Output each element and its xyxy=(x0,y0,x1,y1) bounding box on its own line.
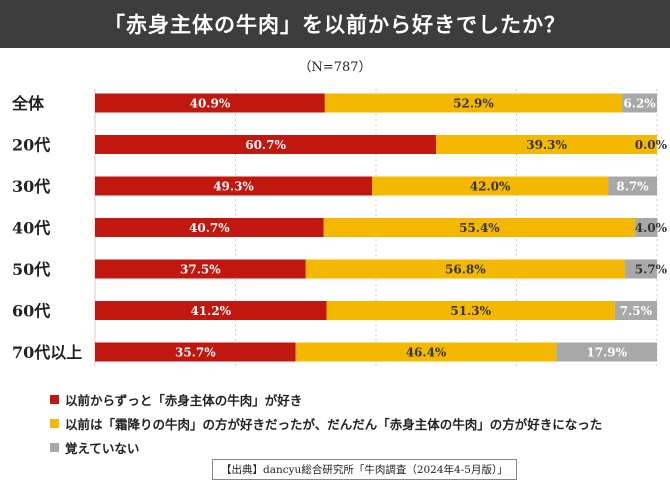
value-label: 52.9% xyxy=(453,97,494,111)
bar-segment xyxy=(95,259,306,279)
value-label: 0.0% xyxy=(635,138,668,152)
chart-title: 「赤身主体の牛肉」を以前から好きでしたか？ xyxy=(0,0,670,48)
value-label: 8.7% xyxy=(616,180,649,194)
bar-segment xyxy=(95,93,325,113)
bar-segment xyxy=(95,135,437,154)
value-label: 6.2% xyxy=(623,97,656,111)
bar-segment xyxy=(624,259,657,279)
bar-segment xyxy=(326,301,615,320)
bar-segment xyxy=(614,301,657,320)
value-label: 60.7% xyxy=(245,138,286,152)
value-label: 49.3% xyxy=(213,180,254,194)
bar-segment xyxy=(95,176,373,196)
legend-label-series-2: 以前は「霜降りの牛肉」の方が好きだったが、だんだん「赤身主体の牛肉」の方が好きに… xyxy=(65,417,603,432)
bar-segment xyxy=(305,259,625,279)
bar-segment xyxy=(556,342,657,362)
category-label: 全体 xyxy=(11,94,45,113)
value-label: 4.0% xyxy=(635,221,668,235)
bar-segment xyxy=(372,176,609,196)
value-label: 17.9% xyxy=(586,346,627,360)
value-label: 41.2% xyxy=(190,304,231,318)
bar-segment xyxy=(323,218,636,237)
legend-label-series-3: 覚えていない xyxy=(65,441,140,456)
bar-segment xyxy=(324,93,623,113)
value-label: 46.4% xyxy=(406,346,447,360)
value-label: 40.9% xyxy=(190,97,231,111)
category-label: 60代 xyxy=(12,302,50,321)
category-label: 20代 xyxy=(12,136,50,155)
bar-segment xyxy=(608,176,657,196)
bar-segment xyxy=(95,218,324,237)
value-label: 40.7% xyxy=(189,221,230,235)
bar-segment xyxy=(95,342,296,362)
value-label: 39.3% xyxy=(526,138,567,152)
stacked-bar-chart: 全体 40.9% 52.9% 6.2% 20代 60.7% 39.3% 0.0% 30代 49.3… xyxy=(11,89,668,366)
bar-segment xyxy=(436,135,657,154)
value-label: 7.5% xyxy=(620,304,653,318)
bar-segment xyxy=(635,218,658,237)
legend-item-series-3: 覚えていない xyxy=(50,438,139,457)
value-label: 5.7% xyxy=(635,263,668,277)
bar-segment xyxy=(295,342,557,362)
value-label: 37.5% xyxy=(180,263,221,277)
category-label: 30代 xyxy=(12,177,50,196)
sample-size: （N=787） xyxy=(298,60,372,75)
value-label: 35.7% xyxy=(175,346,216,360)
source-note: 【出典】dancyu総合研究所「牛肉調査（2024年4-5月版）」 xyxy=(212,459,517,480)
legend-swatch-series-3 xyxy=(50,443,59,452)
category-label: 40代 xyxy=(12,219,50,238)
legend-item-series-2: 以前は「霜降りの牛肉」の方が好きだったが、だんだん「赤身主体の牛肉」の方が好きに… xyxy=(50,414,602,433)
value-label: 56.8% xyxy=(445,263,486,277)
value-label: 55.4% xyxy=(459,221,500,235)
legend-swatch-series-1 xyxy=(50,395,59,404)
legend-label-series-1: 以前からずっと「赤身主体の牛肉」が好き xyxy=(65,393,303,408)
category-label: 70代以上 xyxy=(12,343,82,362)
legend-swatch-series-2 xyxy=(50,419,59,428)
bar-segment xyxy=(622,93,657,113)
bar-segment xyxy=(95,301,327,320)
value-label: 51.3% xyxy=(450,304,491,318)
value-label: 42.0% xyxy=(470,180,511,194)
legend-item-series-1: 以前からずっと「赤身主体の牛肉」が好き xyxy=(50,390,302,409)
category-label: 50代 xyxy=(12,260,50,279)
